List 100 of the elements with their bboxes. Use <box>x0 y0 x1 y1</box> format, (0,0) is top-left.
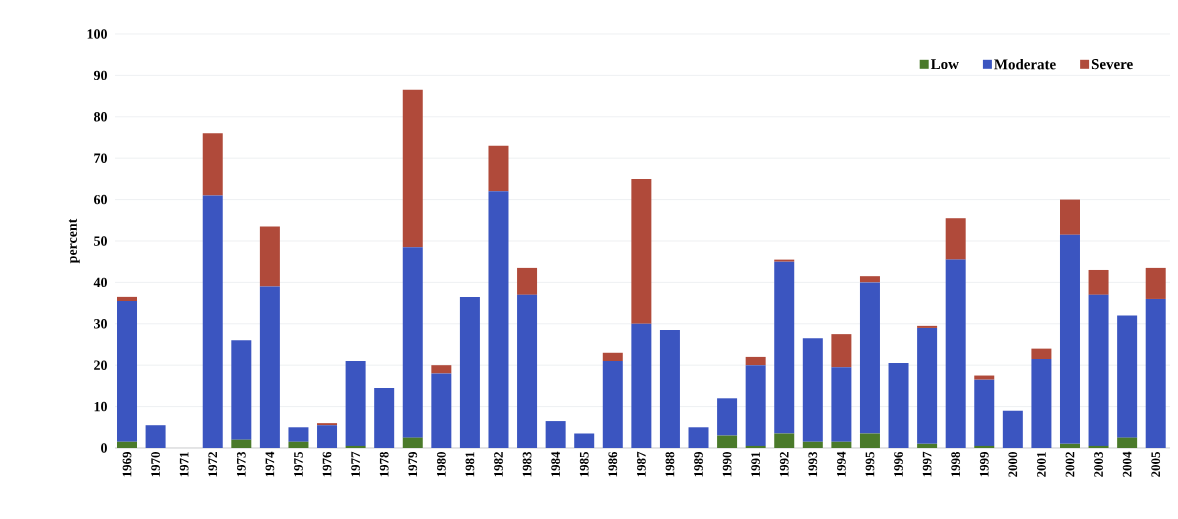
bar <box>688 427 709 448</box>
legend-label: Low <box>930 59 959 70</box>
bar <box>459 296 480 448</box>
bar <box>545 421 566 448</box>
bar <box>859 282 880 434</box>
bar <box>1059 199 1080 235</box>
bar <box>259 286 280 448</box>
x-tick-label: 1989 <box>694 451 703 477</box>
x-tick-label: 1984 <box>551 451 560 477</box>
x-tick-label: 1995 <box>865 451 875 477</box>
bar <box>202 195 223 448</box>
bar <box>1059 443 1080 448</box>
x-tick-label: 1996 <box>894 451 903 477</box>
x-tick-label: 1982 <box>494 452 503 477</box>
x-tick-label: 1993 <box>808 451 818 477</box>
bar <box>488 191 509 448</box>
bar <box>974 445 995 448</box>
x-tick-label: 1970 <box>151 452 160 477</box>
x-tick-label: 1992 <box>779 452 789 477</box>
bar <box>917 325 938 328</box>
y-tick-label: 70 <box>94 153 107 163</box>
bar <box>831 367 852 442</box>
x-tick-label: 1994 <box>837 451 846 477</box>
legend-label: Severe <box>1091 59 1133 70</box>
bar <box>117 301 138 442</box>
x-tick-label: 1975 <box>294 451 303 477</box>
bar <box>631 178 652 324</box>
y-tick-label: 30 <box>94 319 107 329</box>
bar <box>117 441 138 448</box>
bar <box>231 340 252 440</box>
bar <box>774 259 795 262</box>
bar <box>1117 315 1138 438</box>
bar <box>317 423 338 426</box>
x-tick-label: 1998 <box>951 451 961 477</box>
x-tick-label: 1987 <box>636 451 646 477</box>
x-tick-label: 1977 <box>351 451 360 477</box>
x-tick-label: 1981 <box>465 452 475 477</box>
bar <box>1002 410 1023 448</box>
bar <box>231 439 252 448</box>
bar <box>602 361 623 448</box>
bar <box>774 433 795 448</box>
x-tick-label: 1997 <box>922 451 932 477</box>
bar <box>374 387 395 448</box>
bar <box>602 352 623 362</box>
bar <box>1088 445 1109 448</box>
x-tick-label: 1990 <box>722 452 732 477</box>
x-tick-label: 1980 <box>436 452 446 477</box>
y-tick-label: 90 <box>93 70 107 81</box>
bar <box>659 330 680 448</box>
x-tick-label: 1973 <box>236 451 246 477</box>
x-tick-label: 1976 <box>322 451 332 477</box>
x-tick-label: 2001 <box>1037 452 1046 477</box>
bar <box>945 218 966 260</box>
y-tick-label: 10 <box>94 401 107 412</box>
bar <box>745 445 766 448</box>
bar <box>974 375 995 380</box>
bar <box>345 361 366 446</box>
bar <box>1088 269 1109 295</box>
legend-label: Moderate <box>994 58 1056 70</box>
y-tick-label: 80 <box>94 112 107 122</box>
y-tick-label: 20 <box>94 360 107 370</box>
bar <box>1031 358 1052 448</box>
bar <box>1117 437 1138 448</box>
y-tick-label: 100 <box>87 29 107 39</box>
x-tick-label: 1974 <box>265 451 275 477</box>
bar <box>1145 267 1166 299</box>
x-tick-label: 1978 <box>379 451 389 477</box>
x-tick-label: 1988 <box>665 451 675 477</box>
bar <box>917 443 938 448</box>
bar <box>888 363 909 448</box>
bar <box>974 379 995 446</box>
x-tick-label: 1971 <box>179 452 189 477</box>
bar <box>431 365 452 374</box>
bar <box>145 425 166 448</box>
bar <box>431 373 452 448</box>
bar <box>574 433 595 448</box>
x-tick-label: 1979 <box>408 451 418 477</box>
x-tick-label: 1991 <box>751 452 761 477</box>
bar <box>402 247 423 438</box>
bar <box>402 89 423 248</box>
bar <box>345 445 366 448</box>
x-tick-label: 1999 <box>979 451 989 477</box>
bar <box>402 437 423 448</box>
bar <box>859 433 880 448</box>
bar <box>1059 234 1080 444</box>
bar <box>202 133 223 196</box>
bar <box>488 145 509 192</box>
bar <box>802 338 823 442</box>
y-tick-label: 0 <box>101 443 107 453</box>
bar <box>774 261 795 434</box>
x-tick-label: 2003 <box>1094 451 1103 477</box>
x-tick-label: 2000 <box>1008 452 1018 477</box>
bar <box>1088 294 1109 446</box>
bar <box>117 296 138 302</box>
x-tick-label: 1986 <box>608 451 618 477</box>
bar <box>288 441 309 448</box>
bar <box>717 435 738 448</box>
x-tick-label: 2002 <box>1065 452 1075 477</box>
bar <box>831 334 852 368</box>
x-tick-label: 1972 <box>208 452 218 477</box>
